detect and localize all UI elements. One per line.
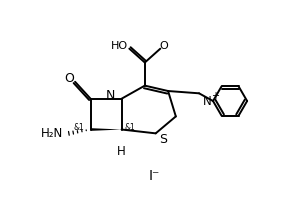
Text: &1: &1 bbox=[125, 123, 135, 132]
Text: N: N bbox=[106, 89, 115, 102]
Text: N: N bbox=[203, 95, 211, 108]
Polygon shape bbox=[91, 128, 122, 131]
Text: +: + bbox=[211, 91, 218, 101]
Text: O: O bbox=[159, 41, 168, 51]
Text: &1: &1 bbox=[74, 124, 84, 132]
Text: O: O bbox=[64, 72, 74, 85]
Text: S: S bbox=[160, 133, 168, 146]
Text: H₂N: H₂N bbox=[40, 127, 63, 140]
Text: HO: HO bbox=[111, 41, 128, 51]
Text: I⁻: I⁻ bbox=[148, 169, 160, 183]
Text: H: H bbox=[117, 145, 126, 158]
